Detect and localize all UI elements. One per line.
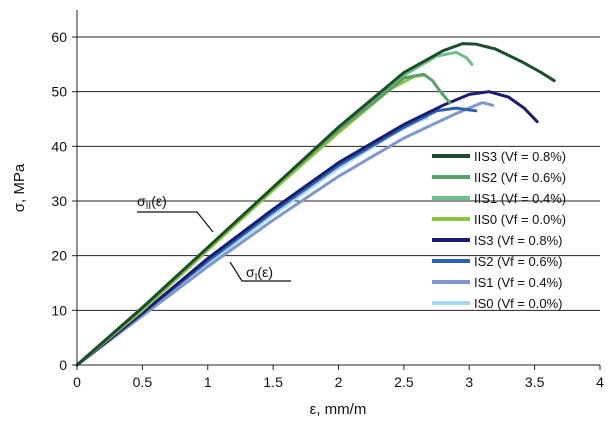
y-tick-label-5: 50 bbox=[51, 84, 67, 100]
sigma-I-annotation: σI(ε) bbox=[229, 261, 291, 283]
legend-label-6: IS1 (Vf = 0.4%) bbox=[474, 275, 563, 290]
series-line-3 bbox=[75, 73, 425, 367]
legend-label-0: IIS3 (Vf = 0.8%) bbox=[474, 149, 566, 164]
legend-label-7: IS0 (Vf = 0.0%) bbox=[474, 296, 563, 311]
sigma-II-leader bbox=[137, 211, 214, 233]
sigma-II-arg: (ε) bbox=[151, 193, 167, 209]
legend: IIS3 (Vf = 0.8%) IIS2 (Vf = 0.6%) IIS1 (Vf… bbox=[432, 149, 566, 311]
series-line-6 bbox=[75, 101, 495, 367]
x-tick-label-1: 0.5 bbox=[133, 374, 153, 390]
y-tick-label-2: 20 bbox=[51, 248, 67, 264]
legend-label-5: IS2 (Vf = 0.6%) bbox=[474, 254, 563, 269]
x-tick-label-8: 4 bbox=[596, 374, 604, 390]
series-line-4 bbox=[75, 90, 539, 367]
svg-text:σI(ε): σI(ε) bbox=[246, 264, 273, 283]
x-tick-label-0: 0 bbox=[73, 374, 81, 390]
legend-label-2: IIS1 (Vf = 0.4%) bbox=[474, 191, 566, 206]
y-tick-label-0: 0 bbox=[59, 357, 67, 373]
legend-label-4: IS3 (Vf = 0.8%) bbox=[474, 233, 563, 248]
sigma-I-sub: I bbox=[255, 272, 258, 283]
svg-text:σII(ε): σII(ε) bbox=[137, 193, 167, 212]
sigma-II-annotation: σII(ε) bbox=[137, 193, 214, 233]
y-tick-label-6: 60 bbox=[51, 29, 67, 45]
y-axis-label: σ, MPa bbox=[11, 163, 28, 212]
x-tick-label-5: 2.5 bbox=[394, 374, 414, 390]
legend-label-1: IIS2 (Vf = 0.6%) bbox=[474, 170, 566, 185]
legend-label-3: IIS0 (Vf = 0.0%) bbox=[474, 212, 566, 227]
sigma-II-base: σ bbox=[137, 193, 146, 209]
sigma-II-sub: II bbox=[146, 201, 152, 212]
x-tick-label-7: 3.5 bbox=[525, 374, 545, 390]
y-tick-label-3: 30 bbox=[51, 193, 67, 209]
x-tick-label-3: 1.5 bbox=[263, 374, 283, 390]
y-tick-label-1: 10 bbox=[51, 302, 67, 318]
sigma-I-leader bbox=[229, 261, 291, 282]
series-line-0 bbox=[75, 42, 556, 367]
grid-lines bbox=[77, 36, 600, 311]
x-tick-label-4: 2 bbox=[335, 374, 343, 390]
sigma-I-arg: (ε) bbox=[257, 264, 273, 280]
y-tick-label-4: 40 bbox=[51, 138, 67, 154]
x-axis-label: ε, mm/m bbox=[310, 401, 367, 418]
series-lines bbox=[75, 42, 556, 367]
sigma-I-base: σ bbox=[246, 264, 255, 280]
x-tick-label-2: 1 bbox=[204, 374, 212, 390]
x-tick-label-6: 3 bbox=[465, 374, 473, 390]
annotations: σII(ε) σI(ε) bbox=[137, 193, 291, 283]
y-tick-labels: 0 10 20 30 40 50 60 bbox=[51, 29, 77, 373]
x-tick-labels: 0 0.5 1 1.5 2 2.5 3 3.5 4 bbox=[73, 365, 604, 390]
